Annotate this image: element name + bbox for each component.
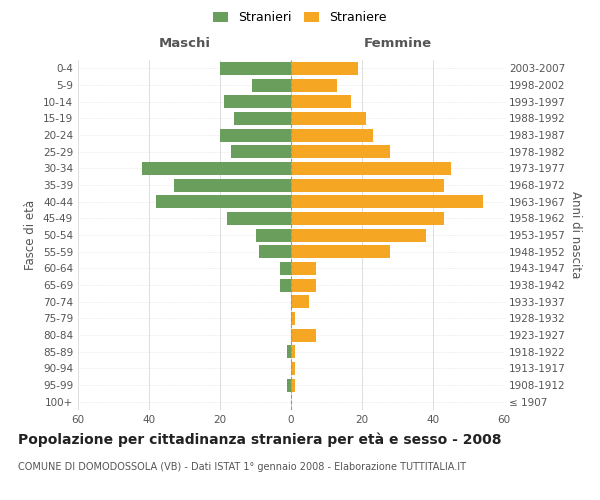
Bar bbox=[256, 228, 291, 241]
Bar bbox=[291, 95, 352, 108]
Bar bbox=[291, 228, 426, 241]
Bar bbox=[230, 145, 291, 158]
Bar bbox=[142, 162, 291, 175]
Bar bbox=[220, 62, 291, 75]
Y-axis label: Fasce di età: Fasce di età bbox=[25, 200, 37, 270]
Bar bbox=[252, 78, 291, 92]
Bar bbox=[291, 362, 295, 375]
Bar bbox=[224, 95, 291, 108]
Bar bbox=[291, 262, 316, 275]
Bar bbox=[291, 178, 443, 192]
Bar bbox=[287, 345, 291, 358]
Bar bbox=[291, 145, 391, 158]
Bar bbox=[280, 262, 291, 275]
Bar bbox=[291, 245, 391, 258]
Bar bbox=[291, 328, 316, 342]
Bar bbox=[291, 345, 295, 358]
Bar bbox=[259, 245, 291, 258]
Text: Popolazione per cittadinanza straniera per età e sesso - 2008: Popolazione per cittadinanza straniera p… bbox=[18, 432, 502, 447]
Text: Femmine: Femmine bbox=[364, 37, 431, 50]
Text: Maschi: Maschi bbox=[158, 37, 211, 50]
Text: COMUNE DI DOMODOSSOLA (VB) - Dati ISTAT 1° gennaio 2008 - Elaborazione TUTTITALI: COMUNE DI DOMODOSSOLA (VB) - Dati ISTAT … bbox=[18, 462, 466, 472]
Bar bbox=[156, 195, 291, 208]
Bar bbox=[291, 312, 295, 325]
Bar bbox=[291, 162, 451, 175]
Bar bbox=[291, 62, 358, 75]
Bar bbox=[174, 178, 291, 192]
Bar bbox=[291, 112, 365, 125]
Y-axis label: Anni di nascita: Anni di nascita bbox=[569, 192, 582, 278]
Bar bbox=[291, 278, 316, 291]
Bar bbox=[291, 195, 483, 208]
Bar bbox=[227, 212, 291, 225]
Bar bbox=[291, 295, 309, 308]
Legend: Stranieri, Straniere: Stranieri, Straniere bbox=[213, 11, 387, 24]
Bar bbox=[291, 78, 337, 92]
Bar bbox=[234, 112, 291, 125]
Bar bbox=[287, 378, 291, 392]
Bar bbox=[220, 128, 291, 141]
Bar bbox=[291, 128, 373, 141]
Bar bbox=[280, 278, 291, 291]
Bar bbox=[291, 212, 443, 225]
Bar bbox=[291, 378, 295, 392]
